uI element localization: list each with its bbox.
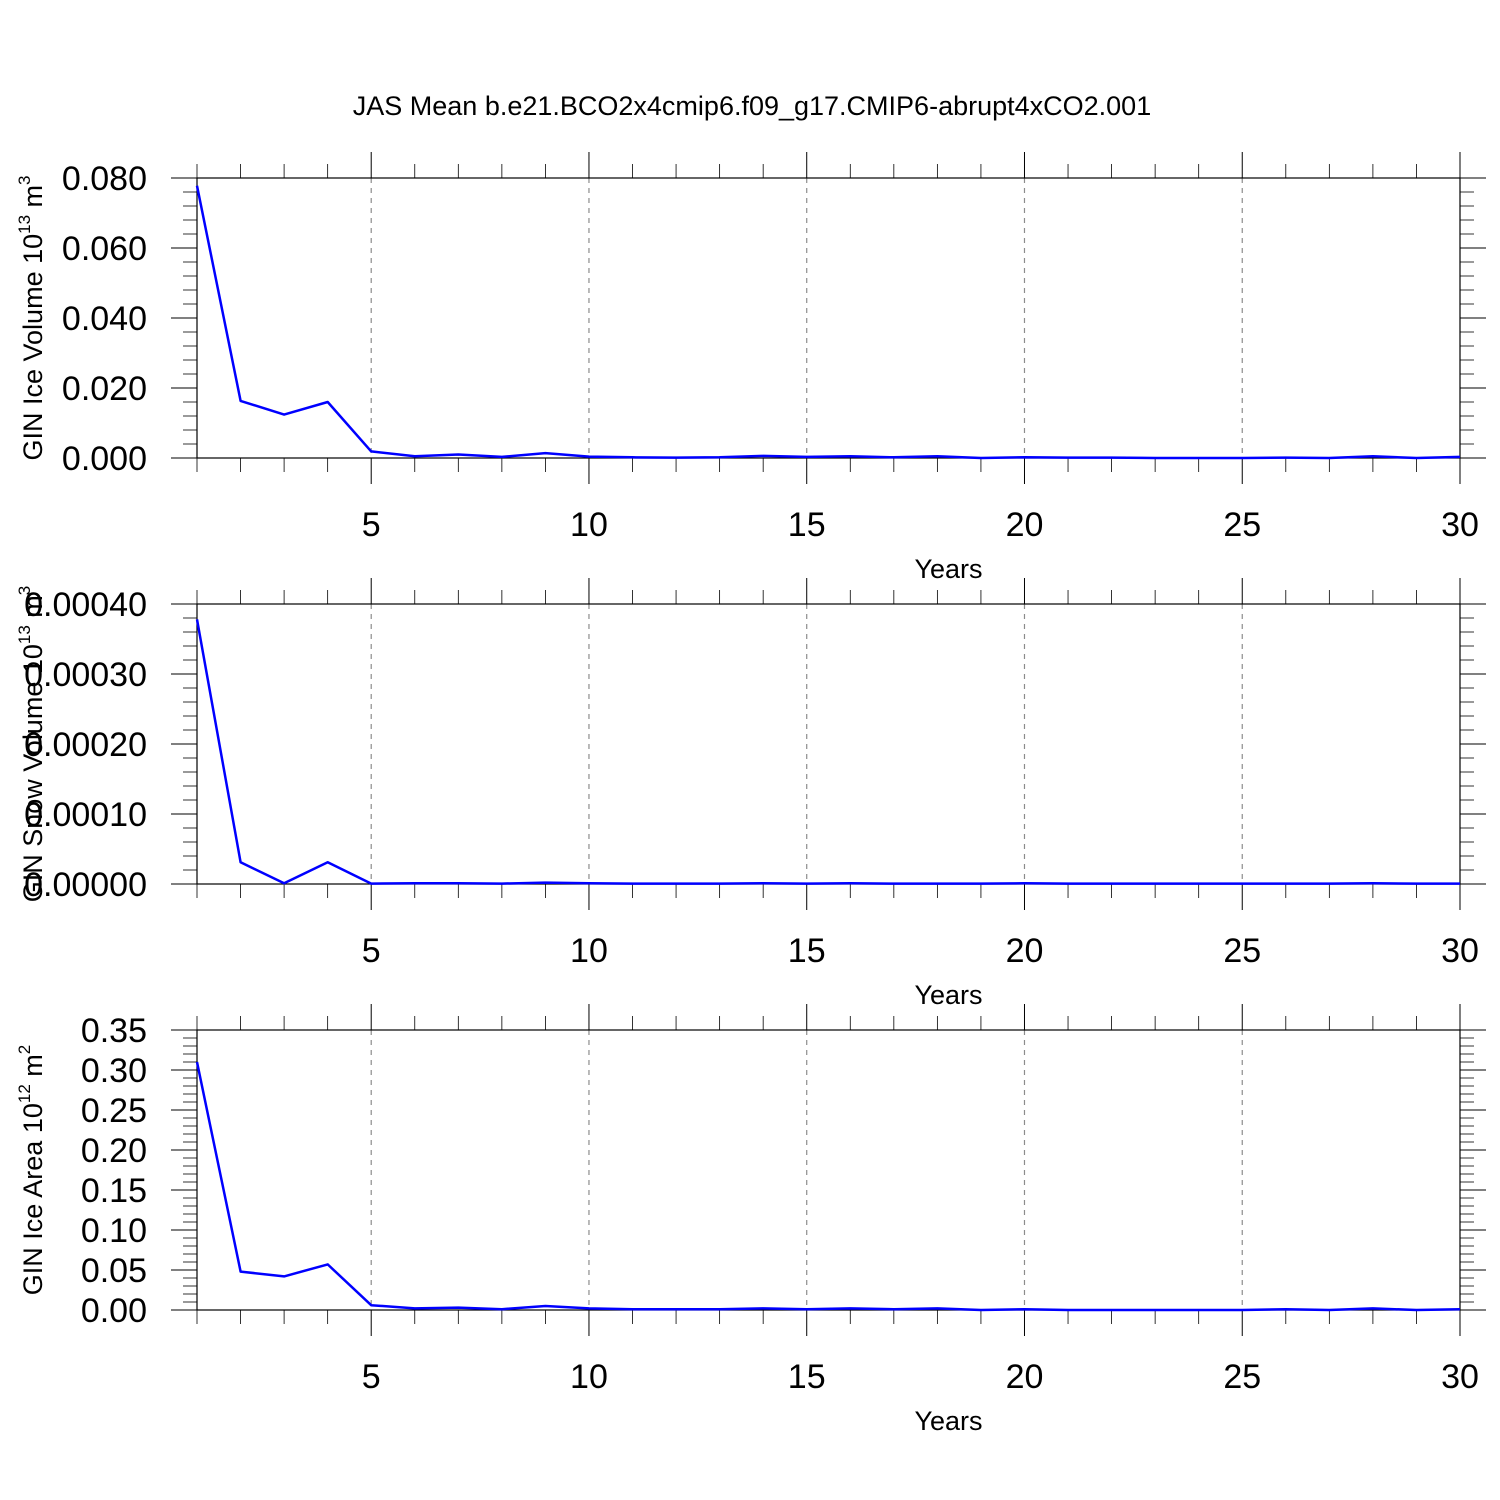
y-tick-label: 0.00010 xyxy=(24,796,147,834)
y-tick-label: 0.060 xyxy=(62,230,147,268)
y-tick-label: 0.080 xyxy=(62,160,147,198)
y-tick-label: 0.25 xyxy=(81,1092,147,1130)
x-tick-label: 15 xyxy=(788,506,826,544)
y-axis-label-unit-exponent: 2 xyxy=(15,1045,34,1054)
y-tick-label: 0.020 xyxy=(62,370,147,408)
y-tick-label: 0.00030 xyxy=(24,656,147,694)
x-tick-label: 30 xyxy=(1441,932,1479,970)
plot-frame xyxy=(196,1029,1461,1311)
plot-frame xyxy=(196,603,1461,885)
y-tick-label: 0.040 xyxy=(62,300,147,338)
figure-title: JAS Mean b.e21.BCO2x4cmip6.f09_g17.CMIP6… xyxy=(353,91,1151,121)
y-axis-label-exponent: 13 xyxy=(15,215,34,234)
y-tick-label: 0.10 xyxy=(81,1212,147,1250)
x-axis-label: Years xyxy=(914,980,982,1010)
x-tick-label: 20 xyxy=(1006,932,1044,970)
y-tick-label: 0.00 xyxy=(81,1292,147,1330)
x-tick-label: 25 xyxy=(1223,1358,1261,1396)
y-axis-label: GIN Ice Area 1012 m2 xyxy=(15,1045,48,1296)
y-axis-label-exponent: 13 xyxy=(15,625,34,644)
y-axis-label-unit: m xyxy=(18,1054,48,1084)
y-tick-label: 0.30 xyxy=(81,1052,147,1090)
x-axis-label: Years xyxy=(914,1406,982,1436)
y-tick-label: 0.20 xyxy=(81,1132,147,1170)
y-tick-label: 0.00000 xyxy=(24,866,147,904)
x-tick-label: 5 xyxy=(362,932,381,970)
x-tick-label: 10 xyxy=(570,506,608,544)
x-tick-label: 10 xyxy=(570,1358,608,1396)
panel-3: 5 10 15 20 25 30 0.000.050.100.150.200.250.300… xyxy=(15,1004,1486,1436)
x-tick-label: 25 xyxy=(1223,932,1261,970)
x-tick-label: 15 xyxy=(788,1358,826,1396)
y-tick-label: 0.05 xyxy=(81,1252,147,1290)
y-axis-label-unit: m xyxy=(18,185,48,215)
panel-1: 5 10 15 20 25 30 0.000 0.020 0.040 0.060 0.080 Year… xyxy=(15,152,1486,584)
x-tick-label: 25 xyxy=(1223,506,1261,544)
plot-frame xyxy=(196,177,1461,459)
x-tick-label: 10 xyxy=(570,932,608,970)
x-axis-label: Years xyxy=(914,554,982,584)
y-tick-label: 0.00040 xyxy=(24,586,147,624)
x-tick-label: 5 xyxy=(362,1358,381,1396)
y-axis-label-exponent: 12 xyxy=(15,1084,34,1103)
series-line-1 xyxy=(195,1061,1461,1312)
x-tick-label: 30 xyxy=(1441,506,1479,544)
y-axis-label: GIN Snow Volume 1013 m3 xyxy=(15,586,48,903)
panels: 5 10 15 20 25 300.0000.0200.0400.0600.080Year… xyxy=(15,152,1486,1436)
y-axis-label-unit: m xyxy=(18,595,48,625)
series-line-1 xyxy=(195,619,1460,885)
y-tick-label: 0.15 xyxy=(81,1172,147,1210)
y-axis-label-text: GIN Snow Volume 10 xyxy=(18,644,48,902)
y-axis-label-unit-exponent: 3 xyxy=(15,175,34,184)
y-tick-label: 0.000 xyxy=(62,440,147,478)
x-tick-label: 20 xyxy=(1006,506,1044,544)
y-axis-label-text: GIN Ice Area 10 xyxy=(18,1103,48,1295)
panel-2: 5 10 15 20 25 30 0.00000 0.00010 0.00020 0.00030 0… xyxy=(15,578,1486,1010)
x-tick-label: 20 xyxy=(1006,1358,1044,1396)
y-tick-label: 0.00020 xyxy=(24,726,147,764)
y-tick-label: 0.35 xyxy=(81,1012,147,1050)
y-axis-label-unit-exponent: 3 xyxy=(15,586,34,595)
y-axis-label-text: GIN Ice Volume 10 xyxy=(18,234,48,461)
x-tick-label: 15 xyxy=(788,932,826,970)
y-axis-label: GIN Ice Volume 1013 m3 xyxy=(15,175,48,460)
x-tick-label: 30 xyxy=(1441,1358,1479,1396)
x-tick-label: 5 xyxy=(362,506,381,544)
series-line-1 xyxy=(195,185,1461,460)
